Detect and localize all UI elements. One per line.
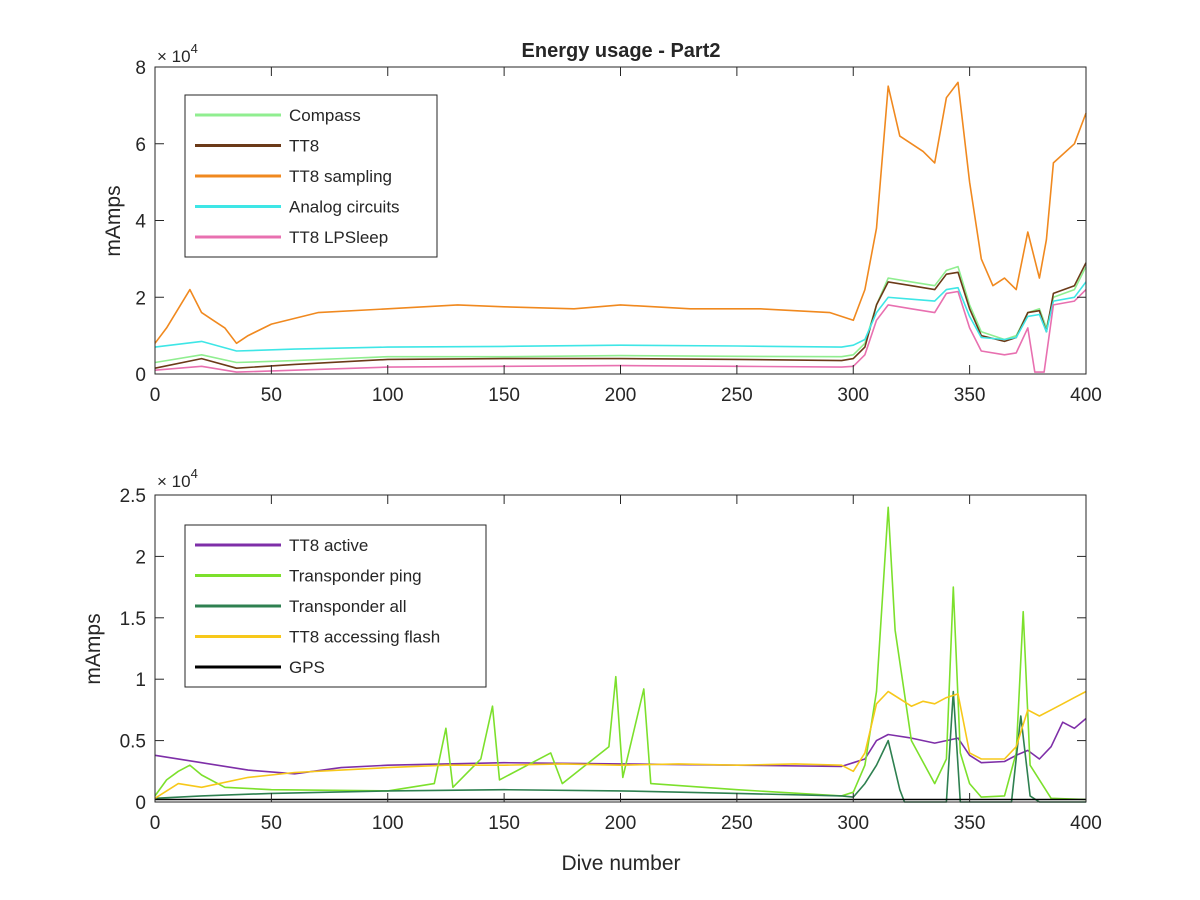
- top-exponent-base: × 10: [157, 47, 191, 66]
- x-tick-label: 0: [150, 385, 161, 406]
- y-tick-label: 0: [135, 365, 146, 386]
- bottom-y-exponent: × 104: [157, 466, 198, 491]
- x-tick-label: 300: [837, 813, 869, 834]
- x-tick-label: 350: [954, 813, 986, 834]
- bottom-y-axis-label: mAmps: [82, 613, 105, 684]
- legend-label-gps: GPS: [289, 658, 325, 677]
- x-tick-label: 200: [605, 385, 637, 406]
- series-line-tt8: [154, 262, 1087, 369]
- x-tick-label: 150: [488, 385, 520, 406]
- y-tick-label: 1: [135, 670, 146, 691]
- y-tick-label: 1.5: [120, 609, 146, 630]
- svg-text:× 104: × 104: [157, 466, 198, 491]
- x-tick-label: 200: [605, 813, 637, 834]
- top-exponent-power: 4: [191, 41, 198, 56]
- legend-label-analog-circuits: Analog circuits: [289, 198, 400, 217]
- legend-label-tt8-sampling: TT8 sampling: [289, 167, 392, 186]
- x-tick-label: 0: [150, 813, 161, 834]
- y-tick-label: 0.5: [120, 732, 146, 753]
- legend-label-transponder-ping: Transponder ping: [289, 567, 422, 586]
- legend-label-tt8-lpsleep: TT8 LPSleep: [289, 228, 388, 247]
- bottom-y-ticks: 0 0.5 1 1.5 2 2.5: [120, 486, 1086, 814]
- chart-title: Energy usage - Part2: [522, 40, 721, 62]
- series-line-transponder-ping: [154, 506, 1087, 801]
- bottom-x-ticks: 0 50 100 150 200 250 300 350 400: [150, 495, 1102, 834]
- y-tick-label: 2: [135, 288, 146, 309]
- series-line-tt8-lpsleep: [154, 289, 1087, 373]
- x-tick-label: 250: [721, 385, 753, 406]
- x-tick-label: 400: [1070, 385, 1102, 406]
- top-y-ticks: 0 2 4 6 8: [135, 58, 1086, 386]
- x-tick-label: 300: [837, 385, 869, 406]
- y-tick-label: 6: [135, 135, 146, 156]
- x-tick-label: 150: [488, 813, 520, 834]
- x-tick-label: 400: [1070, 813, 1102, 834]
- svg-text:× 104: × 104: [157, 41, 198, 66]
- series-line-analog-circuits: [154, 281, 1087, 352]
- bottom-x-axis-label: Dive number: [561, 852, 680, 875]
- bottom-legend: TT8 active Transponder ping Transponder al…: [184, 524, 487, 688]
- top-legend: Compass TT8 TT8 sampling Analog circuits TT8…: [184, 94, 438, 258]
- y-tick-label: 2: [135, 547, 146, 568]
- top-series-lines: [154, 81, 1087, 373]
- x-tick-label: 350: [954, 385, 986, 406]
- x-tick-label: 100: [372, 813, 404, 834]
- series-line-transponder-all: [154, 690, 1086, 803]
- legend-label-tt8-active: TT8 active: [289, 536, 368, 555]
- x-tick-label: 250: [721, 813, 753, 834]
- bottom-exponent-base: × 10: [157, 472, 191, 491]
- y-tick-label: 2.5: [120, 486, 146, 507]
- series-line-tt8-sampling: [154, 81, 1087, 345]
- x-tick-label: 50: [261, 813, 282, 834]
- top-x-ticks: 0 50 100 150 200 250 300 350 400: [150, 67, 1102, 406]
- legend-label-transponder-all: Transponder all: [289, 597, 407, 616]
- x-tick-label: 50: [261, 385, 282, 406]
- series-line-tt8-accessing-flash: [154, 690, 1087, 799]
- y-tick-label: 8: [135, 58, 146, 79]
- series-line-tt8-active: [154, 717, 1087, 775]
- top-chart: Energy usage - Part2 × 104 mAmps 0 50 100 1…: [102, 40, 1102, 406]
- y-tick-label: 0: [135, 793, 146, 814]
- top-y-axis-label: mAmps: [102, 185, 125, 256]
- legend-label-tt8-accessing-flash: TT8 accessing flash: [289, 628, 440, 647]
- series-line-compass: [154, 265, 1087, 364]
- bottom-exponent-power: 4: [191, 466, 198, 481]
- bottom-chart: × 104 mAmps Dive number 0 50 100 150 200 250 3…: [82, 466, 1102, 875]
- top-y-exponent: × 104: [157, 41, 198, 66]
- legend-label-tt8: TT8: [289, 137, 319, 156]
- y-tick-label: 4: [135, 212, 146, 233]
- legend-label-compass: Compass: [289, 106, 361, 125]
- x-tick-label: 100: [372, 385, 404, 406]
